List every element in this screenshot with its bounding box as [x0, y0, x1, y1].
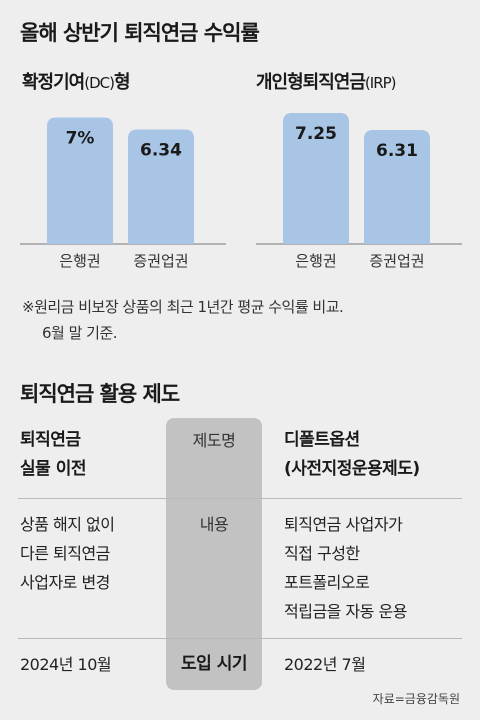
bar-dc-1 [128, 129, 194, 244]
chart-title-dc: 확정기여(DC)형 [22, 68, 131, 94]
source-credit: 자료=금융감독원 [372, 692, 460, 706]
footnote-line-2: 6월 말 기준. [42, 324, 118, 342]
chart-title-irp-paren: (IRP) [364, 74, 397, 92]
category-label-irp-0: 은행권 [295, 252, 336, 270]
bar-irp-1 [364, 129, 430, 244]
content-left: 상품 해지 없이 다른 퇴직연금 사업자로 변경 [20, 510, 115, 597]
bar-charts: 7% 은행권 6.34 증권업권 7.25 은행권 6.31 증권업권 [20, 113, 462, 270]
value-label-irp-1: 6.31 [376, 141, 418, 161]
chart-title-dc-main: 확정기여 [22, 72, 85, 93]
content-right-line-3: 포트폴리오로 [284, 573, 370, 592]
header-left-line-1: 퇴직연금 [20, 430, 81, 450]
content-left-line-1: 상품 해지 없이 [20, 515, 115, 534]
value-label-irp-0: 7.25 [295, 124, 337, 144]
category-label-dc-1: 증권업권 [133, 252, 188, 270]
content-right-line-1: 퇴직연금 사업자가 [284, 515, 403, 534]
header-right-line-1: 디폴트옵션 [284, 430, 360, 450]
category-label-irp-1: 증권업권 [369, 252, 424, 270]
value-label-dc-0: 7% [66, 129, 95, 149]
content-left-line-3: 사업자로 변경 [20, 573, 110, 592]
header-middle: 제도명 [192, 431, 236, 450]
table-divider-2 [18, 638, 462, 639]
chart-title-dc-paren: (DC) [84, 74, 115, 92]
date-right: 2022년 7월 [284, 655, 366, 674]
chart-title-irp: 개인형퇴직연금(IRP) [256, 68, 397, 94]
page-title: 올해 상반기 퇴직연금 수익률 [20, 21, 260, 45]
content-left-line-2: 다른 퇴직연금 [20, 544, 110, 563]
content-right-line-4: 적립금을 자동 운용 [284, 602, 407, 621]
table-middle-column-band [166, 418, 262, 690]
content-middle: 내용 [199, 515, 229, 534]
section-title: 퇴직연금 활용 제도 [20, 382, 180, 406]
category-label-dc-0: 은행권 [59, 252, 100, 270]
chart-title-dc-tail: 형 [113, 72, 131, 93]
bar-irp-0 [283, 113, 349, 244]
date-left: 2024년 10월 [20, 655, 112, 674]
header-right-line-2: (사전지정운용제도) [284, 459, 420, 479]
header-left: 퇴직연금 실물 이전 [20, 426, 86, 484]
date-middle: 도입 시기 [181, 654, 247, 674]
value-label-dc-1: 6.34 [140, 140, 182, 160]
chart-title-irp-main: 개인형퇴직연금 [256, 72, 366, 93]
header-left-line-2: 실물 이전 [20, 459, 86, 479]
header-right: 디폴트옵션 (사전지정운용제도) [284, 426, 420, 484]
content-right: 퇴직연금 사업자가 직접 구성한 포트폴리오로 적립금을 자동 운용 [284, 510, 407, 626]
footnote-line-1: ※원리금 비보장 상품의 최근 1년간 평균 수익률 비교. [22, 298, 344, 316]
content-right-line-2: 직접 구성한 [284, 544, 360, 563]
bar-dc-0 [47, 117, 113, 244]
table-divider-1 [18, 498, 462, 499]
